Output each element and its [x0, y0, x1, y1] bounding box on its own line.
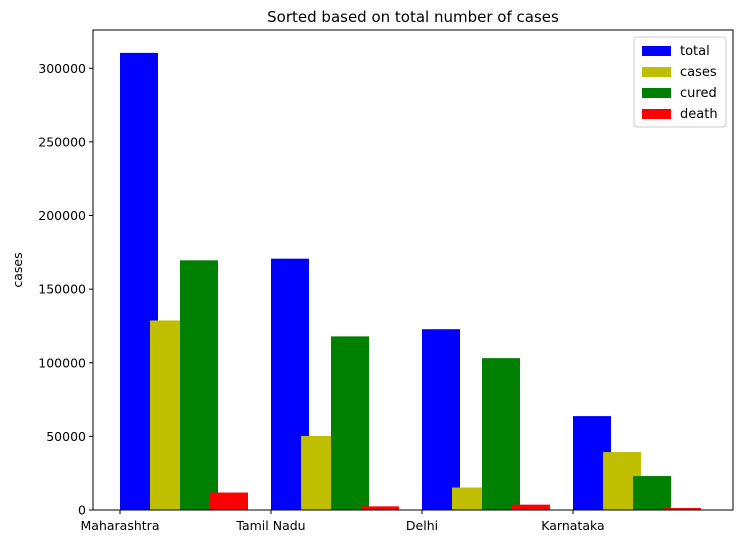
x-tick-label: Maharashtra	[81, 518, 160, 533]
chart-title: Sorted based on total number of cases	[267, 8, 559, 26]
y-tick-label: 200000	[38, 208, 86, 223]
bar-death-maharashtra	[210, 492, 248, 510]
legend-swatch-cured	[642, 88, 671, 98]
legend-swatch-death	[642, 109, 671, 119]
y-tick-label: 300000	[38, 61, 86, 76]
legend-label-cases: cases	[680, 65, 717, 80]
bar-cases-delhi	[452, 487, 490, 510]
bar-cured-delhi	[482, 358, 520, 510]
bar-death-tamil-nadu	[361, 506, 399, 510]
y-tick-label: 100000	[38, 355, 86, 370]
x-tick-label: Karnataka	[541, 518, 604, 533]
bar-cured-karnataka	[633, 476, 671, 510]
plot-area: 0 50000 100000 150000 200000 250000 300000 Maha…	[38, 52, 701, 533]
legend-label-death: death	[680, 107, 718, 122]
legend: total cases cured death	[633, 36, 727, 128]
bar-total-delhi	[422, 329, 460, 510]
y-axis-label: cases	[10, 252, 25, 287]
bar-death-karnataka	[663, 508, 701, 510]
bar-death-delhi	[512, 504, 550, 510]
plot-frame	[92, 29, 734, 511]
bar-cured-tamil-nadu	[331, 336, 369, 510]
legend-box	[633, 36, 727, 128]
y-tick-label: 150000	[38, 282, 86, 297]
legend-label-total: total	[680, 44, 710, 59]
y-tick-label: 50000	[46, 429, 86, 444]
x-tick-label: Tamil Nadu	[235, 518, 305, 533]
bar-cured-maharashtra	[180, 260, 218, 510]
x-tick-label: Delhi	[406, 518, 438, 533]
y-tick-label: 0	[78, 503, 86, 518]
legend-swatch-total	[642, 46, 671, 56]
legend-label-cured: cured	[680, 86, 717, 101]
legend-swatch-cases	[642, 67, 671, 77]
y-tick-label: 250000	[38, 134, 86, 149]
